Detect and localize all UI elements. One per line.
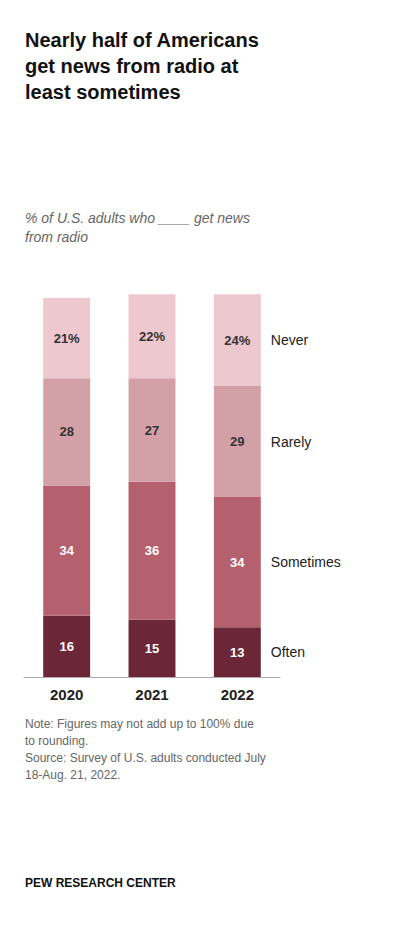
svg-text:least sometimes: least sometimes (25, 81, 181, 103)
svg-text:22%: 22% (139, 329, 165, 344)
svg-text:from radio: from radio (25, 229, 88, 245)
svg-text:to rounding.: to rounding. (25, 734, 88, 748)
svg-text:Nearly half of Americans: Nearly half of Americans (25, 29, 259, 51)
svg-text:21%: 21% (54, 331, 80, 346)
svg-text:2022: 2022 (221, 686, 254, 703)
svg-text:2020: 2020 (50, 686, 83, 703)
svg-text:Rarely: Rarely (271, 434, 311, 450)
svg-text:get news from radio at: get news from radio at (25, 55, 239, 77)
svg-text:34: 34 (59, 543, 74, 558)
svg-text:% of U.S. adults who ____ get: % of U.S. adults who ____ get news (25, 210, 250, 226)
svg-text:34: 34 (230, 555, 245, 570)
svg-text:Sometimes: Sometimes (271, 554, 341, 570)
svg-text:29: 29 (230, 434, 244, 449)
svg-text:Note: Figures may not add up t: Note: Figures may not add up to 100% due (25, 717, 254, 731)
svg-text:18-Aug. 21, 2022.: 18-Aug. 21, 2022. (25, 768, 120, 782)
svg-text:28: 28 (59, 424, 73, 439)
svg-text:15: 15 (145, 641, 159, 656)
svg-text:36: 36 (145, 543, 159, 558)
svg-text:Often: Often (271, 644, 305, 660)
svg-text:Source: Survey of U.S. adults: Source: Survey of U.S. adults conducted … (25, 751, 266, 765)
svg-text:13: 13 (230, 645, 244, 660)
svg-text:16: 16 (59, 639, 73, 654)
svg-text:27: 27 (145, 423, 159, 438)
svg-text:2021: 2021 (135, 686, 168, 703)
svg-text:PEW RESEARCH CENTER: PEW RESEARCH CENTER (25, 876, 176, 890)
svg-text:Never: Never (271, 332, 309, 348)
svg-text:24%: 24% (224, 333, 250, 348)
